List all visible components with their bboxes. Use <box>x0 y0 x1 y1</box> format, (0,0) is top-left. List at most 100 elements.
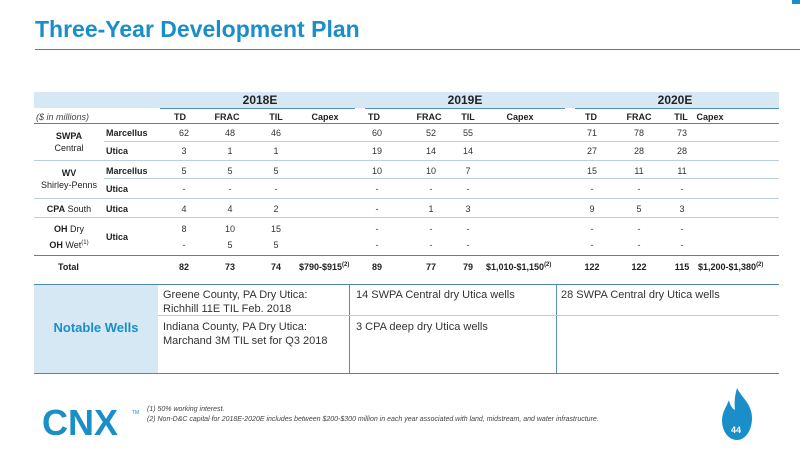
table-cell: 3 <box>679 204 685 214</box>
table-cell: 15 <box>586 166 597 176</box>
col-header-td-2020: TD <box>585 112 597 122</box>
page-number: 44 <box>730 425 741 435</box>
table-cell: 9 <box>589 204 595 214</box>
year-2020-header: 2020E <box>657 93 693 107</box>
table-cell: 11 <box>634 166 644 176</box>
area-wv: WV <box>61 168 77 178</box>
row-rule <box>34 198 779 199</box>
col-header-til-2018: TIL <box>269 112 283 122</box>
table-cell: - <box>429 224 433 234</box>
title-divider <box>35 49 800 50</box>
col-header-frac-2020: FRAC <box>626 112 652 122</box>
table-cell: 1 <box>428 204 434 214</box>
svg-text:TM: TM <box>132 410 139 416</box>
top-accent-bar <box>792 0 800 4</box>
table-cell: 14 <box>425 146 436 156</box>
year-2020-rule <box>575 108 779 109</box>
year-2018-rule <box>160 108 355 109</box>
total-2019-capex: $1,010-$1,150(2) <box>486 262 552 272</box>
table-cell: 4 <box>227 204 233 214</box>
year-2019-header: 2019E <box>447 93 483 107</box>
col-header-frac-2018: FRAC <box>214 112 240 122</box>
sub-marcellus-swpa: Marcellus <box>106 128 148 138</box>
table-cell: 5 <box>273 240 279 250</box>
table-cell: 3 <box>181 146 187 156</box>
sub-utica-oh: Utica <box>106 232 129 242</box>
table-cell: - <box>466 184 470 194</box>
total-rule <box>34 255 779 256</box>
table-cell: 4 <box>181 204 187 214</box>
table-cell: - <box>375 204 379 214</box>
table-cell: 55 <box>462 128 473 138</box>
notable-wells-divider <box>349 285 350 373</box>
col-header-td-2018: TD <box>174 112 186 122</box>
table-cell: - <box>637 240 641 250</box>
total-2019-frac: 77 <box>425 262 436 272</box>
table-cell: - <box>429 184 433 194</box>
total-2020-frac: 122 <box>631 262 647 272</box>
year-2019-rule <box>365 108 565 109</box>
table-cell: - <box>590 240 594 250</box>
sub-utica-wv: Utica <box>106 184 129 194</box>
notable-wells-title: Notable Wells <box>53 320 139 335</box>
col-header-capex-2020: Capex <box>696 112 724 122</box>
total-2018-til: 74 <box>270 262 281 272</box>
page-title: Three-Year Development Plan <box>35 16 360 42</box>
area-swpa-central: Central <box>54 143 84 153</box>
notable-wells-label-box <box>34 285 158 373</box>
table-cell: 10 <box>224 224 235 234</box>
table-cell: - <box>375 184 379 194</box>
table-cell: 3 <box>465 204 471 214</box>
header-rule <box>34 123 779 124</box>
cnx-logo: CNX TM <box>42 402 142 445</box>
table-cell: 5 <box>227 240 233 250</box>
total-2018-frac: 73 <box>224 262 235 272</box>
year-header-band <box>34 92 779 108</box>
table-cell: - <box>590 184 594 194</box>
table-cell: - <box>637 184 641 194</box>
col-header-capex-2018: Capex <box>311 112 339 122</box>
svg-text:CNX: CNX <box>42 404 118 440</box>
year-2018-header: 2018E <box>242 93 278 107</box>
footnote-2: (2) Non-D&C capital for 2018E-2020E incl… <box>147 416 599 423</box>
total-label: Total <box>58 262 79 272</box>
table-cell: 28 <box>676 146 687 156</box>
table-cell: 1 <box>273 146 279 156</box>
table-cell: 27 <box>586 146 597 156</box>
area-swpa: SWPA <box>55 131 83 141</box>
table-cell: 78 <box>633 128 644 138</box>
table-cell: 62 <box>178 128 189 138</box>
total-2019-td: 89 <box>371 262 382 272</box>
row-rule <box>104 178 779 179</box>
table-cell: 2 <box>273 204 279 214</box>
total-2019-til: 79 <box>462 262 473 272</box>
col-header-til-2019: TIL <box>461 112 475 122</box>
table-cell: 52 <box>425 128 436 138</box>
table-cell: 8 <box>181 224 187 234</box>
table-cell: - <box>680 224 684 234</box>
table-cell: 10 <box>425 166 436 176</box>
notable-wells-divider <box>556 285 557 373</box>
table-cell: 5 <box>273 166 279 176</box>
table-cell: - <box>375 240 379 250</box>
notable-wells-top-rule <box>34 284 779 285</box>
table-cell: - <box>182 240 186 250</box>
units-label: ($ in millions) <box>36 112 90 122</box>
table-cell: 60 <box>371 128 382 138</box>
table-cell: 28 <box>633 146 644 156</box>
flame-icon <box>718 386 756 447</box>
sub-utica-cpa: Utica <box>106 204 129 214</box>
table-cell: - <box>680 184 684 194</box>
table-cell: - <box>590 224 594 234</box>
notable-well-swpa-2019: 14 SWPA Central dry Utica wells <box>356 289 515 301</box>
table-cell: - <box>466 224 470 234</box>
table-cell: 14 <box>462 146 473 156</box>
table-cell: 48 <box>224 128 235 138</box>
notable-well-swpa-2020: 28 SWPA Central dry Utica wells <box>561 289 720 301</box>
table-cell: - <box>429 240 433 250</box>
table-cell: 19 <box>371 146 382 156</box>
table-cell: - <box>637 224 641 234</box>
table-cell: - <box>680 240 684 250</box>
area-oh-dry: OH Dry <box>53 224 84 234</box>
col-header-capex-2019: Capex <box>506 112 534 122</box>
